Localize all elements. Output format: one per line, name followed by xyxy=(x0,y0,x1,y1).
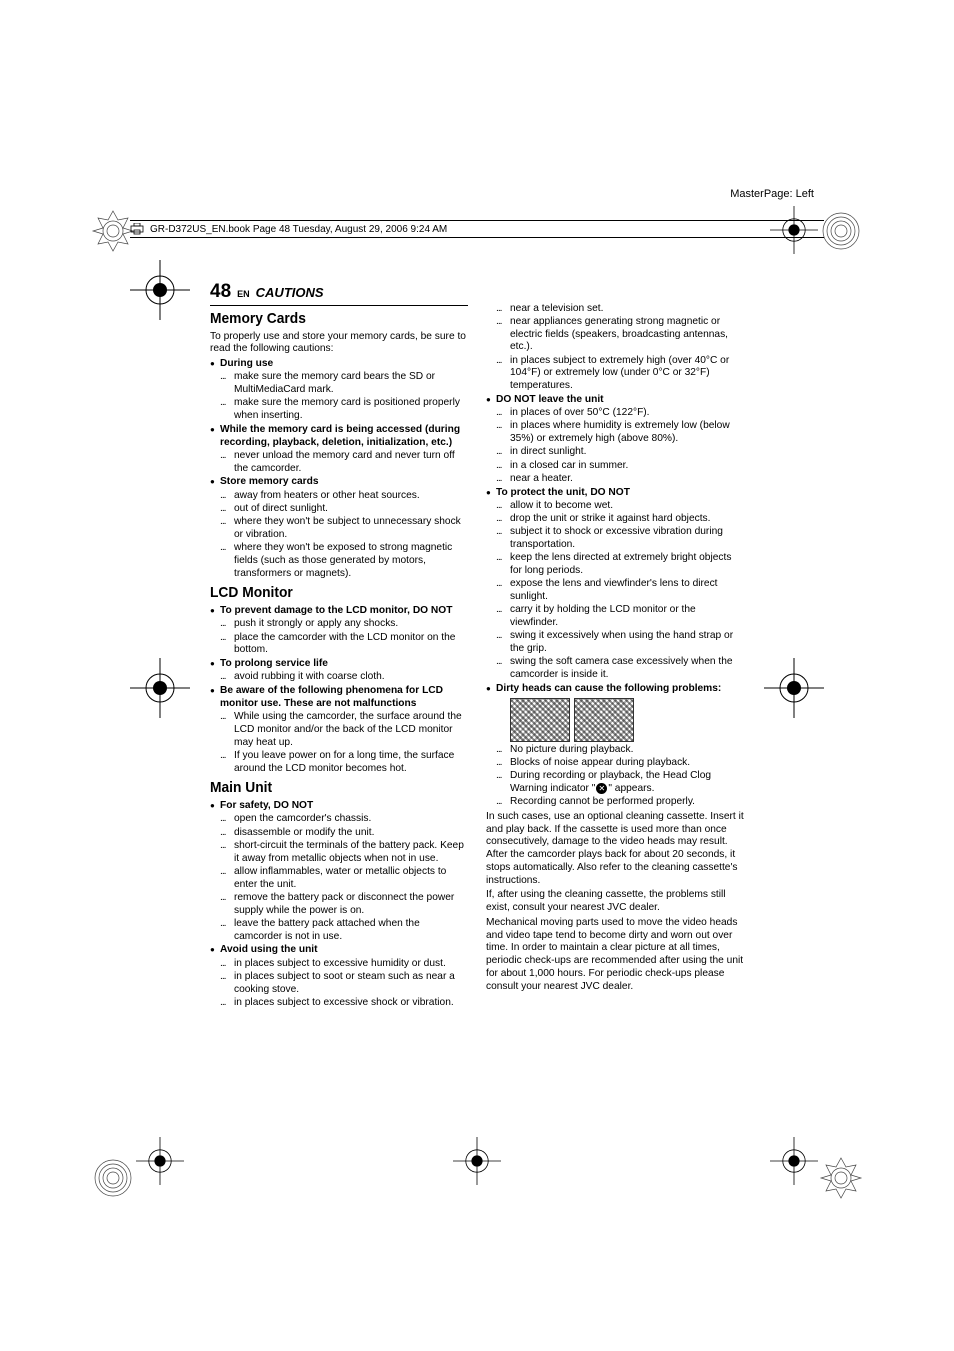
noise-image-icon xyxy=(510,698,570,742)
crosshair-icon xyxy=(136,1137,184,1185)
sub-item: open the camcorder's chassis. xyxy=(220,813,468,826)
sub-item: in places subject to excessive humidity … xyxy=(220,958,468,971)
crosshair-icon xyxy=(130,260,190,320)
sub-item: Blocks of noise appear during playback. xyxy=(496,757,744,770)
bullet: To prolong service life avoid rubbing it… xyxy=(210,658,468,684)
sub-item: in a closed car in summer. xyxy=(496,460,744,473)
paragraph: Mechanical moving parts used to move the… xyxy=(486,917,744,994)
crosshair-icon xyxy=(770,1137,818,1185)
print-rosette-icon xyxy=(818,208,864,254)
paragraph: If, after using the cleaning cassette, t… xyxy=(486,889,744,915)
bullet: Avoid using the unit in places subject t… xyxy=(210,944,468,1009)
sub-item: avoid rubbing it with coarse cloth. xyxy=(220,671,468,684)
noise-example-images xyxy=(510,698,744,742)
sub-item: in direct sunlight. xyxy=(496,446,744,459)
bullet: To prevent damage to the LCD monitor, DO… xyxy=(210,605,468,657)
sub-item: allow it to become wet. xyxy=(496,500,744,513)
paragraph: In such cases, use an optional cleaning … xyxy=(486,811,744,888)
bullet: Be aware of the following phenomena for … xyxy=(210,685,468,775)
sub-item: swing it excessively when using the hand… xyxy=(496,630,744,656)
sub-item: in places subject to extremely high (ove… xyxy=(496,355,744,393)
sub-item: subject it to shock or excessive vibrati… xyxy=(496,526,744,552)
bullet: To protect the unit, DO NOT allow it to … xyxy=(486,487,744,682)
print-rosette-icon xyxy=(90,1155,136,1201)
printer-icon xyxy=(130,223,144,235)
sub-item: in places where humidity is extremely lo… xyxy=(496,420,744,446)
sub-item: allow inflammables, water or metallic ob… xyxy=(220,866,468,892)
sub-item: Recording cannot be performed properly. xyxy=(496,796,744,809)
masterpage-label: MasterPage: Left xyxy=(730,188,814,200)
left-column: 48 EN CAUTIONS Memory Cards To properly … xyxy=(210,280,468,1011)
content-columns: 48 EN CAUTIONS Memory Cards To properly … xyxy=(210,280,744,1011)
page-title: CAUTIONS xyxy=(256,285,324,301)
noise-image-icon xyxy=(574,698,634,742)
section-lcd-monitor: LCD Monitor xyxy=(210,584,447,603)
sub-item: drop the unit or strike it against hard … xyxy=(496,513,744,526)
sub-item: never unload the memory card and never t… xyxy=(220,450,468,476)
page: MasterPage: Left GR-D372US_EN.book Page … xyxy=(0,0,954,1351)
crosshair-icon xyxy=(453,1137,501,1185)
right-column: near a television set. near appliances g… xyxy=(486,280,744,1011)
bullet: Store memory cards away from heaters or … xyxy=(210,476,468,580)
section-memory-cards: Memory Cards xyxy=(210,310,447,329)
sub-item: swing the soft camera case excessively w… xyxy=(496,656,744,682)
sub-item: keep the lens directed at extremely brig… xyxy=(496,552,744,578)
section-main-unit: Main Unit xyxy=(210,779,447,798)
page-header: 48 EN CAUTIONS xyxy=(210,280,468,306)
sub-item: out of direct sunlight. xyxy=(220,503,468,516)
sub-item: where they won't be subject to unnecessa… xyxy=(220,516,468,542)
intro-text: To properly use and store your memory ca… xyxy=(210,331,468,357)
page-number: 48 xyxy=(210,280,231,304)
sub-item: make sure the memory card bears the SD o… xyxy=(220,371,468,397)
sub-item: place the camcorder with the LCD monitor… xyxy=(220,632,468,658)
bullet: DO NOT leave the unit in places of over … xyxy=(486,394,744,486)
sub-item: short-circuit the terminals of the batte… xyxy=(220,840,468,866)
book-info-bar: GR-D372US_EN.book Page 48 Tuesday, Augus… xyxy=(130,220,824,238)
head-clog-icon: ✕ xyxy=(596,783,607,794)
sub-item: in places subject to excessive shock or … xyxy=(220,997,468,1010)
sub-item: make sure the memory card is positioned … xyxy=(220,397,468,423)
sub-item: where they won't be exposed to strong ma… xyxy=(220,542,468,580)
sub-item: disassemble or modify the unit. xyxy=(220,827,468,840)
sub-item: in places subject to soot or steam such … xyxy=(220,971,468,997)
sub-item: While using the camcorder, the surface a… xyxy=(220,711,468,749)
crosshair-icon xyxy=(764,658,824,718)
sub-item: push it strongly or apply any shocks. xyxy=(220,618,468,631)
print-rosette-icon xyxy=(818,1155,864,1201)
bullet: Dirty heads can cause the following prob… xyxy=(486,683,744,809)
bullet: While the memory card is being accessed … xyxy=(210,424,468,476)
bullet: During use make sure the memory card bea… xyxy=(210,358,468,423)
sub-item: remove the battery pack or disconnect th… xyxy=(220,892,468,918)
sub-item: carry it by holding the LCD monitor or t… xyxy=(496,604,744,630)
sub-item: in places of over 50°C (122°F). xyxy=(496,407,744,420)
book-info-text: GR-D372US_EN.book Page 48 Tuesday, Augus… xyxy=(150,224,447,235)
sub-item: leave the battery pack attached when the… xyxy=(220,918,468,944)
sub-item: near appliances generating strong magnet… xyxy=(496,316,744,354)
bullet: For safety, DO NOT open the camcorder's … xyxy=(210,800,468,943)
sub-item: near a television set. xyxy=(496,303,744,316)
sub-item: During recording or playback, the Head C… xyxy=(496,770,744,796)
sub-item: expose the lens and viewfinder's lens to… xyxy=(496,578,744,604)
sub-item: If you leave power on for a long time, t… xyxy=(220,750,468,776)
lang-label: EN xyxy=(237,289,250,300)
sub-item: No picture during playback. xyxy=(496,744,744,757)
sub-item: away from heaters or other heat sources. xyxy=(220,490,468,503)
crosshair-icon xyxy=(130,658,190,718)
sub-item: near a heater. xyxy=(496,473,744,486)
